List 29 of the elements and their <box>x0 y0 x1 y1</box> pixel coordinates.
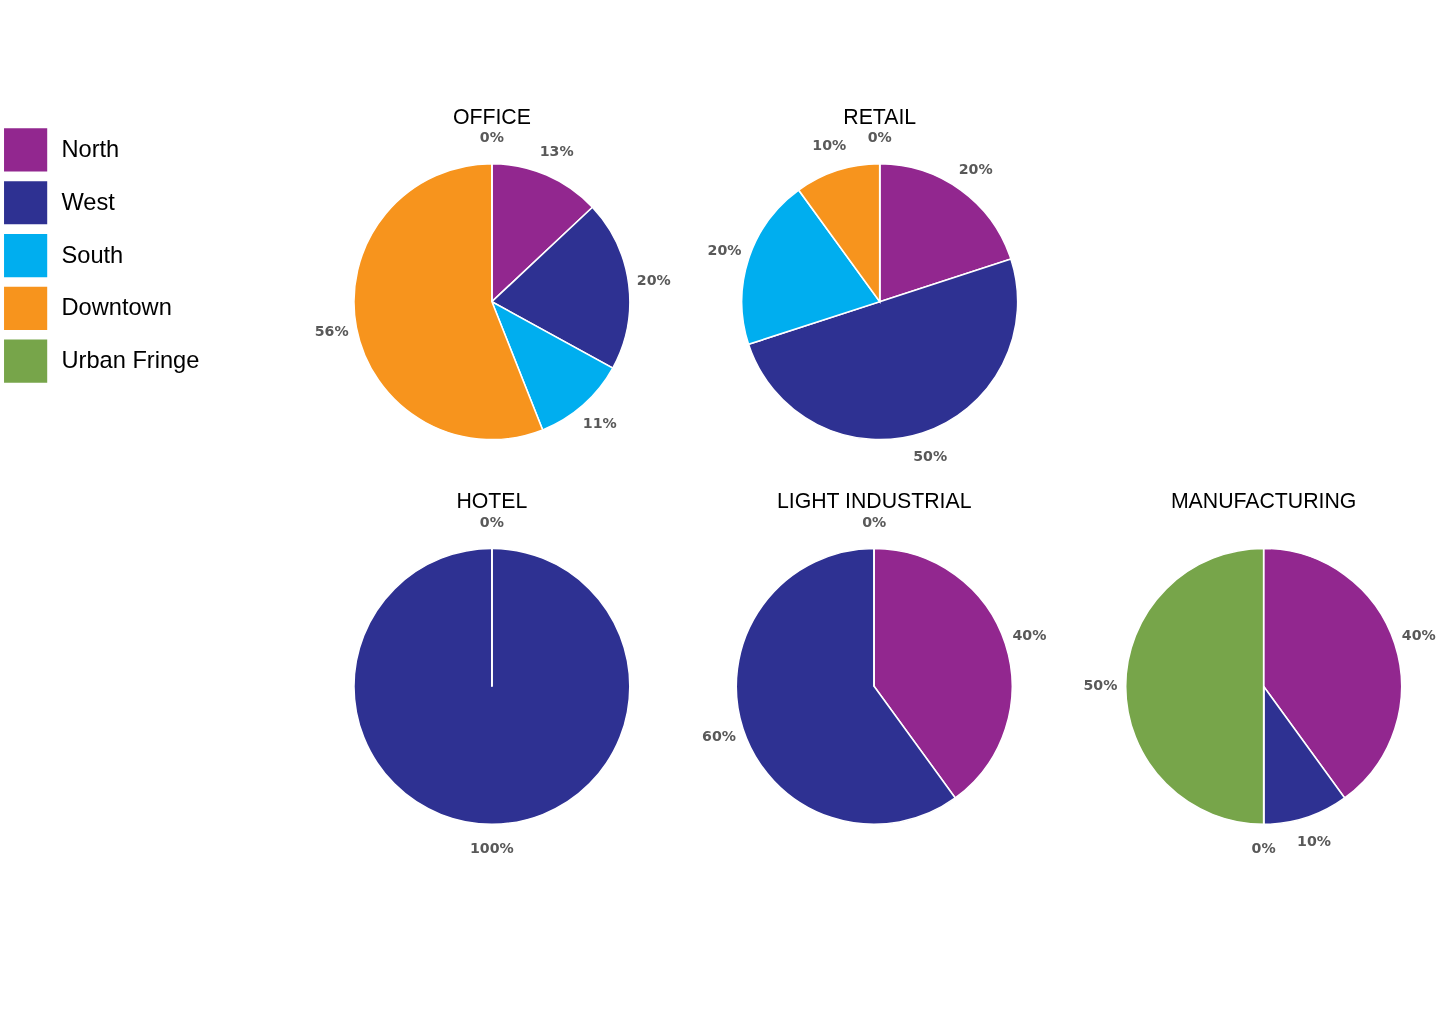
chart-title: RETAIL <box>843 104 917 129</box>
text: 0% <box>862 514 887 531</box>
legend-label: Downtown <box>61 294 172 321</box>
chart-title: MANUFACTURING <box>1170 489 1357 514</box>
text: 0% <box>479 129 504 146</box>
data-label: 20% <box>958 160 993 177</box>
text: 0% <box>1251 840 1276 857</box>
data-label: 13% <box>539 142 574 159</box>
text: 0% <box>867 129 892 146</box>
chart-title: OFFICE <box>452 104 531 129</box>
legend-label: South <box>61 241 124 268</box>
data-label: 10% <box>1297 832 1332 849</box>
data-label: 20% <box>636 272 671 289</box>
text: 0% <box>479 514 504 531</box>
data-label: 56% <box>314 323 349 340</box>
data-label: 50% <box>1083 677 1118 694</box>
legend-label: Urban Fringe <box>61 347 200 374</box>
data-label: 60% <box>702 727 736 744</box>
legend-label: North <box>61 136 120 163</box>
data-label: 20% <box>707 242 742 259</box>
data-label: 11% <box>582 415 617 432</box>
data-label: 100% <box>470 840 514 857</box>
chart-title: LIGHT INDUSTRIAL <box>776 489 972 514</box>
data-label: 50% <box>913 447 948 464</box>
data-label: 10% <box>812 137 847 154</box>
chart-title: HOTEL <box>456 489 528 514</box>
data-label: 40% <box>1401 626 1436 643</box>
legend-label: West <box>61 188 116 215</box>
data-label: 40% <box>1012 626 1047 643</box>
